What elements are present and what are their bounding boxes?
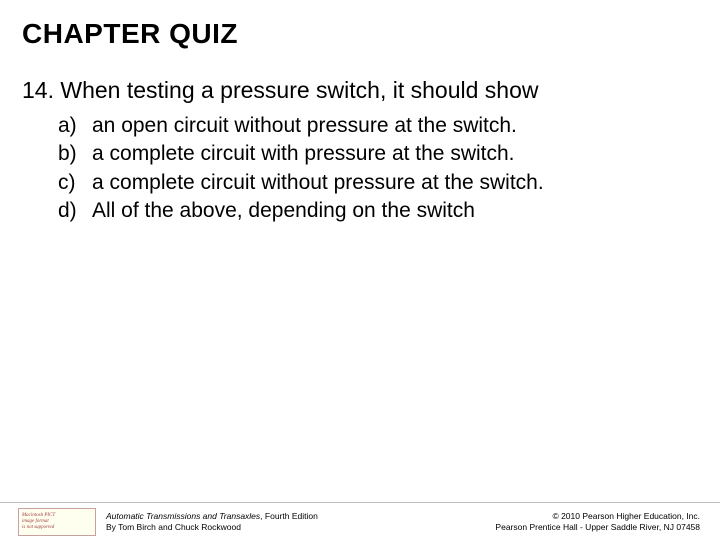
option-letter: b) bbox=[58, 140, 86, 168]
authors: By Tom Birch and Chuck Rockwood bbox=[106, 522, 318, 533]
footer: Macintosh PICT image format is not suppo… bbox=[0, 502, 720, 540]
question: 14. When testing a pressure switch, it s… bbox=[22, 76, 698, 106]
slide: CHAPTER QUIZ 14. When testing a pressure… bbox=[0, 0, 720, 540]
option-text: an open circuit without pressure at the … bbox=[86, 112, 698, 140]
icon-line: is not supported bbox=[22, 525, 92, 531]
option-c: c) a complete circuit without pressure a… bbox=[58, 169, 698, 197]
book-edition: , Fourth Edition bbox=[260, 511, 318, 521]
publisher-address: Pearson Prentice Hall - Upper Saddle Riv… bbox=[495, 522, 700, 533]
option-text: a complete circuit with pressure at the … bbox=[86, 140, 698, 168]
footer-left: Automatic Transmissions and Transaxles, … bbox=[106, 511, 318, 532]
option-letter: a) bbox=[58, 112, 86, 140]
option-text: All of the above, depending on the switc… bbox=[86, 197, 698, 225]
option-b: b) a complete circuit with pressure at t… bbox=[58, 140, 698, 168]
option-text: a complete circuit without pressure at t… bbox=[86, 169, 698, 197]
option-a: a) an open circuit without pressure at t… bbox=[58, 112, 698, 140]
footer-right: © 2010 Pearson Higher Education, Inc. Pe… bbox=[495, 511, 700, 532]
missing-image-icon: Macintosh PICT image format is not suppo… bbox=[18, 508, 96, 536]
book-title: Automatic Transmissions and Transaxles bbox=[106, 511, 260, 521]
copyright: © 2010 Pearson Higher Education, Inc. bbox=[495, 511, 700, 522]
option-letter: d) bbox=[58, 197, 86, 225]
option-d: d) All of the above, depending on the sw… bbox=[58, 197, 698, 225]
option-letter: c) bbox=[58, 169, 86, 197]
options-list: a) an open circuit without pressure at t… bbox=[58, 112, 698, 225]
question-number: 14. bbox=[22, 77, 54, 103]
book-citation: Automatic Transmissions and Transaxles, … bbox=[106, 511, 318, 522]
slide-title: CHAPTER QUIZ bbox=[22, 18, 698, 50]
question-text: When testing a pressure switch, it shoul… bbox=[60, 77, 538, 103]
